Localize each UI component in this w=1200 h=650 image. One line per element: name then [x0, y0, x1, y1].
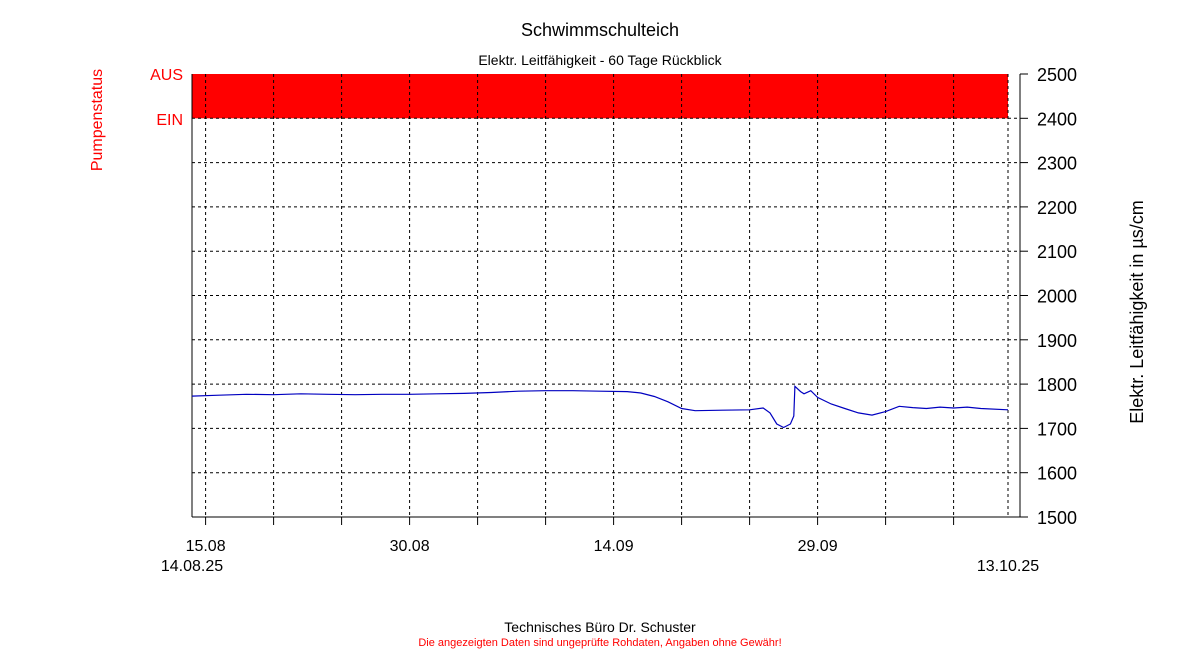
footer-company: Technisches Büro Dr. Schuster [504, 619, 696, 635]
footer-disclaimer: Die angezeigten Daten sind ungeprüfte Ro… [418, 637, 781, 649]
x-tick-label: 14.09 [594, 538, 634, 555]
y-tick-label: 2200 [1037, 198, 1077, 218]
y-tick-label: 1800 [1037, 375, 1077, 395]
grid [192, 74, 1020, 517]
y-tick-label: 1500 [1037, 508, 1077, 528]
x-tick-label: 15.08 [186, 538, 226, 555]
y-axis-label-left: Pumpenstatus [89, 69, 106, 171]
chart-subtitle: Elektr. Leitfähigkeit - 60 Tage Rückblic… [478, 52, 722, 68]
y-tick-label: 2100 [1037, 242, 1077, 262]
y-tick-label: 2300 [1037, 154, 1077, 174]
y-tick-label: 2400 [1037, 109, 1077, 129]
x-tick-label: 30.08 [390, 538, 430, 555]
pump-status-bar [192, 74, 1008, 119]
series-line-leitfaehigkeit [191, 384, 1009, 429]
y-axis-label-right: Elektr. Leitfähigkeit in µs/cm [1127, 200, 1147, 423]
y-tick-label: 2500 [1037, 65, 1077, 85]
x-tick-label: 29.09 [798, 538, 838, 555]
y-tick-label: 2000 [1037, 287, 1077, 307]
series-group [191, 384, 1009, 429]
date-end-label: 13.10.25 [977, 558, 1039, 575]
y-axis-right: 1500 1600 1700 1800 1900 2000 2100 2200 2300 2400… [1020, 65, 1077, 528]
x-axis: 15.08 30.08 14.09 29.09 [186, 517, 955, 555]
y-tick-label: 1700 [1037, 419, 1077, 439]
pump-label-ein: EIN [156, 112, 183, 129]
chart-title: Schwimmschulteich [521, 20, 679, 40]
date-start-label: 14.08.25 [161, 558, 223, 575]
y-tick-label: 1900 [1037, 331, 1077, 351]
y-tick-label: 1600 [1037, 464, 1077, 484]
pump-label-aus: AUS [150, 67, 183, 84]
